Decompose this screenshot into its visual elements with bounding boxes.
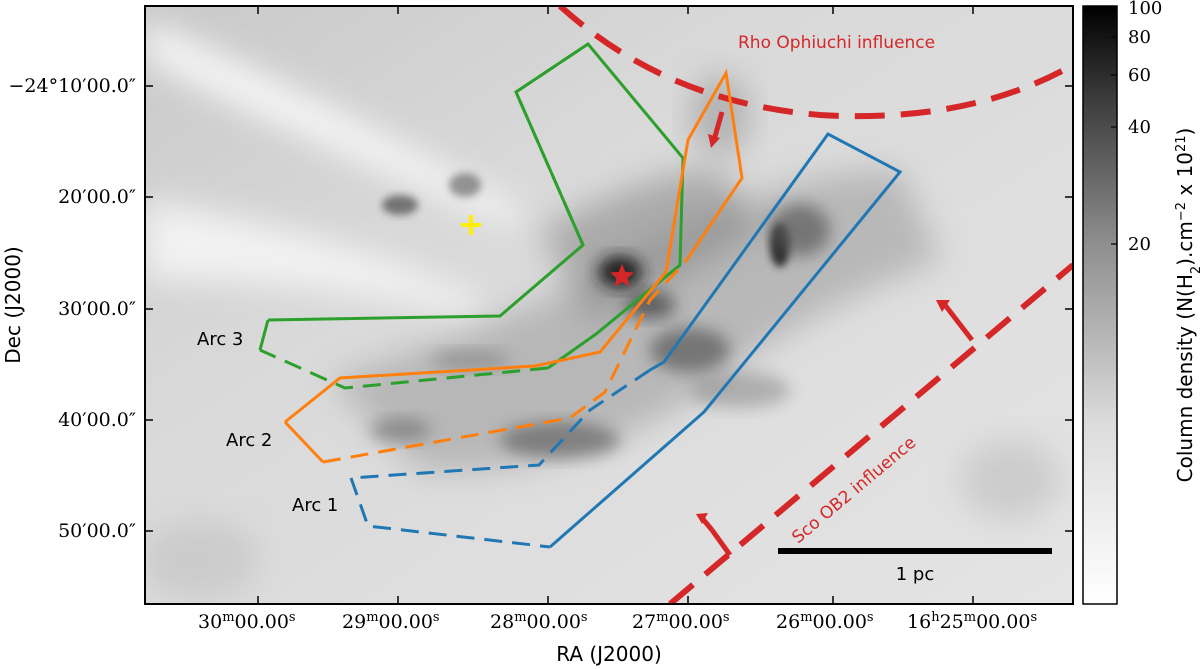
scale-bar: 1 pc: [778, 548, 1052, 585]
colorbar: 100 80 60 40 20 Column density (N(H2).cm…: [1082, 0, 1200, 605]
red-star-marker: [610, 264, 634, 287]
ra-tick-label: 29m00.00s: [342, 610, 440, 634]
colorbar-label: Column density (N(H2).cm−2 x 1021): [1173, 128, 1200, 483]
colorbar-tick-label: 60: [1128, 65, 1151, 86]
ra-tick-label: 30m00.00s: [198, 610, 296, 634]
scale-bar-label: 1 pc: [896, 564, 935, 585]
arc-3-polygon: [258, 42, 685, 390]
plot-frame: [144, 5, 1074, 605]
colorbar-gradient: [1082, 5, 1118, 605]
markers: [461, 215, 634, 287]
x-axis-label: RA (J2000): [556, 642, 662, 666]
yellow-cross-marker: [461, 215, 481, 235]
y-axis-label: Dec (J2000): [1, 246, 25, 363]
dec-tick-label: 50′00.0″: [58, 520, 136, 542]
influence-overlays: [557, 6, 1073, 604]
sco-ob2-influence-line: [668, 262, 1073, 604]
dec-tick-labels: −24°10′00.0″ 20′00.0″ 30′00.0″ 40′00.0″ …: [8, 75, 136, 542]
arc-2-polygon: [283, 68, 744, 464]
arc-regions: [258, 42, 903, 549]
ra-tick-label: 26m00.00s: [776, 610, 874, 634]
arc-3-label: Arc 3: [197, 329, 243, 350]
arc-1-polygon: [349, 132, 903, 549]
colorbar-tick-label: 20: [1128, 234, 1151, 255]
ra-tick-label: 16h25m00.00s: [907, 610, 1037, 634]
rho-oph-arrow-head: [708, 134, 720, 148]
rho-oph-arrow: [711, 111, 725, 141]
sco-ob2-arrow-upper-head: [936, 300, 950, 312]
colorbar-tick-label: 80: [1128, 27, 1151, 48]
arc-1-label: Arc 1: [292, 495, 338, 516]
dec-tick-label: −24°10′00.0″: [8, 75, 136, 97]
ra-tick-label: 28m00.00s: [490, 610, 588, 634]
sco-ob2-arrow-lower-head: [696, 513, 708, 524]
dec-tick-label: 30′00.0″: [58, 298, 136, 320]
sco-ob2-arrow-upper: [943, 303, 974, 342]
arc-2-label: Arc 2: [226, 430, 272, 451]
ra-tick-labels: 30m00.00s 29m00.00s 28m00.00s 27m00.00s …: [198, 610, 1037, 634]
rho-oph-influence-arc: [557, 6, 1073, 120]
ra-tick-label: 27m00.00s: [632, 610, 730, 634]
dec-tick-label: 20′00.0″: [58, 186, 136, 208]
rho-oph-influence-label: Rho Ophiuchi influence: [738, 33, 935, 53]
column-density-image: [145, 6, 1073, 604]
dec-tick-label: 40′00.0″: [58, 409, 136, 431]
colorbar-tick-label: 40: [1128, 117, 1151, 138]
colorbar-tick-label: 100: [1128, 0, 1162, 19]
